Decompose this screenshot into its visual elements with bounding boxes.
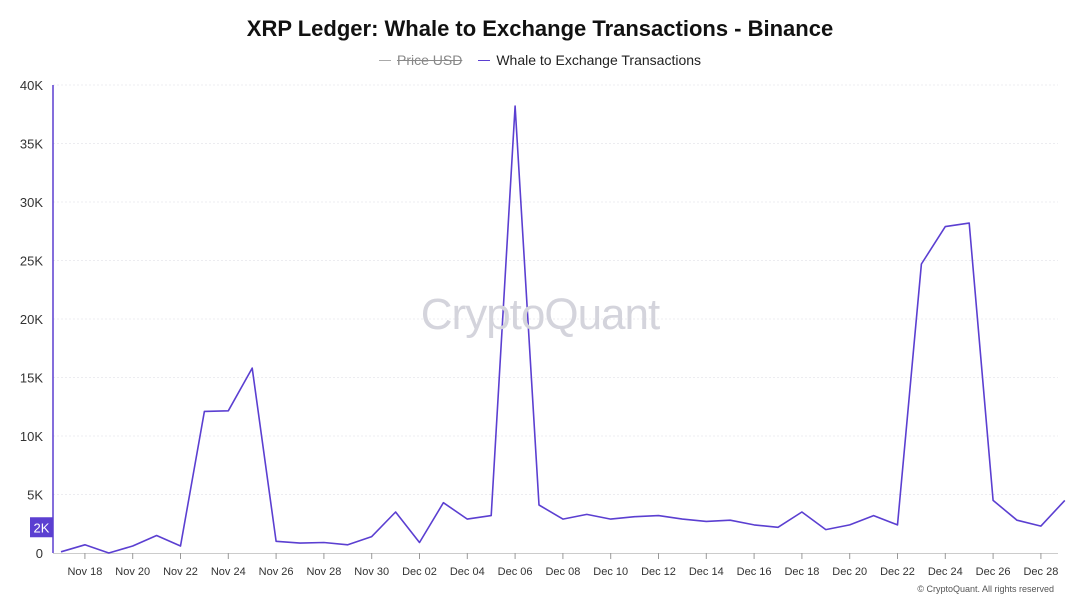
y-tick-label: 0	[36, 546, 43, 561]
current-value-label: 2K	[34, 520, 50, 535]
x-tick-label: Dec 12	[641, 566, 676, 578]
y-tick-label: 5K	[27, 488, 43, 503]
y-tick-label: 15K	[20, 371, 43, 386]
y-axis: 0 5K 10K 15K 20K 25K 30K 35K 40K	[20, 78, 54, 561]
data-point[interactable]	[394, 511, 396, 513]
data-point[interactable]	[299, 542, 301, 544]
data-point[interactable]	[872, 514, 874, 516]
x-tick-label: Nov 28	[306, 566, 341, 578]
legend-item-whale-transactions[interactable]: Whale to Exchange Transactions	[478, 52, 701, 68]
data-point[interactable]	[968, 222, 970, 224]
legend-item-price-usd[interactable]: Price USD	[378, 52, 463, 68]
data-point[interactable]	[920, 263, 922, 265]
x-tick-label: Dec 22	[880, 566, 915, 578]
current-value-badge-bg	[30, 517, 53, 538]
data-point[interactable]	[490, 514, 492, 516]
series-line-whale-transactions[interactable]	[60, 105, 1066, 554]
data-point[interactable]	[155, 534, 157, 536]
data-point[interactable]	[777, 526, 779, 528]
legend-label-price-usd: Price USD	[396, 52, 463, 68]
data-point[interactable]	[633, 516, 635, 518]
gridlines	[53, 84, 1058, 495]
y-tick-label: 40K	[20, 78, 43, 93]
x-tick-label: Dec 20	[832, 566, 867, 578]
x-tick-label: Dec 04	[450, 566, 485, 578]
data-point[interactable]	[371, 535, 373, 537]
x-tick-label: Nov 26	[259, 566, 294, 578]
legend-swatch-price-usd	[378, 59, 391, 61]
data-point[interactable]	[610, 518, 612, 520]
x-tick-label: Dec 26	[976, 566, 1011, 578]
data-point[interactable]	[132, 545, 134, 547]
data-point[interactable]	[1064, 499, 1066, 501]
data-point[interactable]	[323, 541, 325, 543]
data-point[interactable]	[538, 504, 540, 506]
x-tick-label: Nov 22	[163, 566, 198, 578]
data-point[interactable]	[753, 524, 755, 526]
y-tick-label: 20K	[20, 312, 43, 327]
chart-title: XRP Ledger: Whale to Exchange Transactio…	[246, 16, 834, 41]
data-point[interactable]	[108, 552, 110, 554]
x-tick-label: Dec 10	[593, 566, 628, 578]
data-point[interactable]	[1040, 525, 1042, 527]
data-point[interactable]	[562, 518, 564, 520]
x-tick-label: Nov 20	[115, 566, 150, 578]
x-tick-label: Dec 24	[928, 566, 963, 578]
data-point[interactable]	[466, 518, 468, 520]
data-point[interactable]	[442, 501, 444, 503]
data-point[interactable]	[60, 551, 62, 553]
data-point[interactable]	[586, 513, 588, 515]
data-point[interactable]	[203, 410, 205, 412]
x-tick-label: Nov 24	[211, 566, 246, 578]
x-tick-label: Nov 18	[67, 566, 102, 578]
data-point[interactable]	[179, 545, 181, 547]
data-point[interactable]	[418, 541, 420, 543]
x-tick-label: Dec 08	[545, 566, 580, 578]
data-point[interactable]	[514, 105, 516, 107]
x-tick-label: Dec 16	[737, 566, 772, 578]
data-point[interactable]	[992, 499, 994, 501]
current-value-badge: 2K	[30, 517, 53, 538]
x-tick-label: Dec 14	[689, 566, 724, 578]
data-point[interactable]	[729, 519, 731, 521]
legend: Price USD Whale to Exchange Transactions	[0, 52, 1080, 68]
x-tick-label: Dec 18	[784, 566, 819, 578]
data-point[interactable]	[657, 514, 659, 516]
data-point[interactable]	[681, 518, 683, 520]
data-point[interactable]	[227, 410, 229, 412]
series-layer[interactable]	[60, 105, 1066, 554]
legend-swatch-whale-transactions	[478, 59, 491, 61]
data-point[interactable]	[896, 524, 898, 526]
x-tick-label: Dec 28	[1023, 566, 1058, 578]
legend-label-whale-transactions: Whale to Exchange Transactions	[496, 52, 702, 68]
data-point[interactable]	[705, 520, 707, 522]
x-tick-label: Dec 06	[498, 566, 533, 578]
x-tick-label: Dec 02	[402, 566, 437, 578]
data-point[interactable]	[347, 544, 349, 546]
y-tick-label: 30K	[20, 195, 43, 210]
data-point[interactable]	[1016, 519, 1018, 521]
data-point[interactable]	[944, 225, 946, 227]
y-tick-label: 35K	[20, 137, 43, 152]
y-tick-label: 25K	[20, 254, 43, 269]
y-tick-label: 10K	[20, 429, 43, 444]
data-point[interactable]	[801, 511, 803, 513]
copyright-notice: © CryptoQuant. All rights reserved	[917, 584, 1054, 594]
data-point[interactable]	[825, 528, 827, 530]
data-point[interactable]	[275, 540, 277, 542]
x-axis: Nov 18 Nov 20 Nov 22 Nov 24 Nov 26 Nov 28 Nov …	[53, 553, 1058, 578]
data-point[interactable]	[849, 524, 851, 526]
data-point[interactable]	[251, 367, 253, 369]
data-point[interactable]	[84, 544, 86, 546]
x-tick-label: Nov 30	[354, 566, 389, 578]
